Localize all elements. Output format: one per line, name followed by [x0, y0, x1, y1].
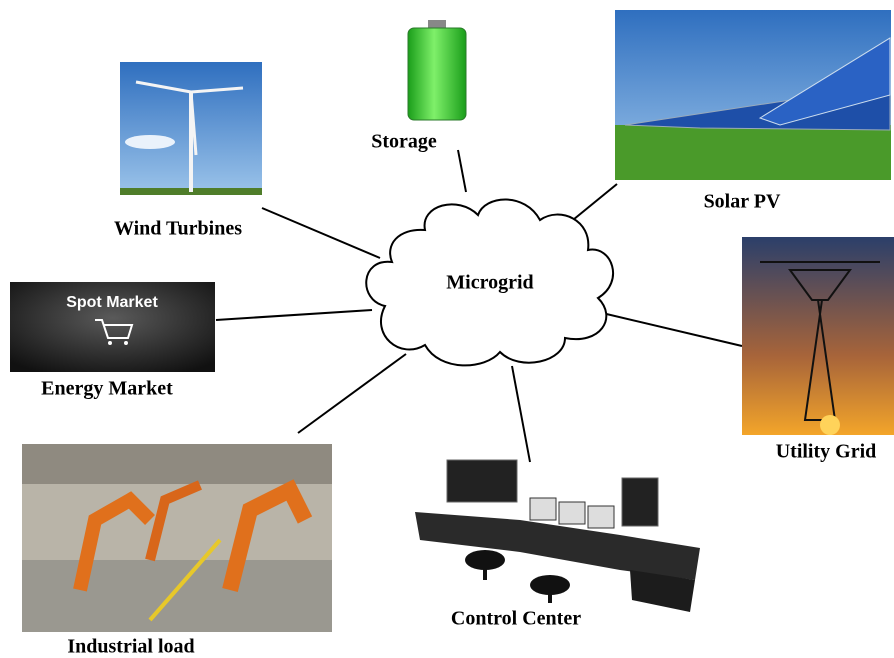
wind-image	[120, 62, 262, 195]
utility-image	[742, 237, 894, 435]
industrial-image	[22, 444, 332, 632]
solar-image	[615, 10, 891, 180]
image-text: Spot Market	[66, 294, 158, 311]
edge	[598, 312, 742, 346]
node-label: Control Center	[451, 608, 581, 630]
diagram: Microgrid Storage Solar PV Wind Turbines…	[0, 0, 894, 658]
node-label: Storage	[371, 131, 437, 153]
node-label: Industrial load	[67, 636, 194, 658]
center-label: Microgrid	[446, 272, 533, 294]
node-label: Utility Grid	[776, 441, 877, 463]
edge	[216, 310, 372, 320]
edge	[458, 150, 466, 192]
edge	[298, 354, 406, 433]
storage-image	[408, 20, 466, 120]
market-image: Spot Market	[10, 282, 215, 372]
edge	[512, 366, 530, 462]
node-label: Energy Market	[41, 378, 173, 400]
edge	[568, 184, 617, 224]
control-image	[415, 460, 700, 612]
edge	[262, 208, 380, 258]
node-label: Solar PV	[704, 191, 781, 213]
node-label: Wind Turbines	[114, 218, 242, 240]
